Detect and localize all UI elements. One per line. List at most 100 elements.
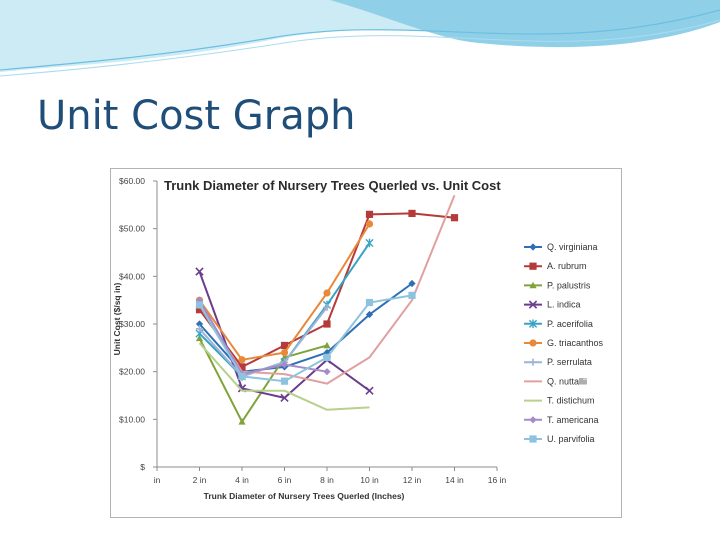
y-tick-label: $	[140, 462, 145, 472]
header-wave-line	[0, 9, 720, 71]
chart-series	[195, 194, 459, 425]
x-tick-label: 6 in	[278, 475, 292, 485]
x-tick-label: 8 in	[320, 475, 334, 485]
x-axis-title: Trunk Diameter of Nursery Trees Querled …	[204, 491, 405, 501]
data-point	[195, 325, 204, 333]
legend-item: P. serrulata	[524, 357, 592, 367]
data-point	[408, 279, 416, 288]
data-point	[323, 289, 331, 297]
legend-label: U. parvifolia	[547, 434, 595, 444]
y-tick-labels: $ $10.00 $20.00 $30.00 $40.00 $50.00 $60.00	[119, 176, 145, 472]
x-tick-label: 10 in	[360, 475, 379, 485]
y-tick-label: $60.00	[119, 176, 145, 186]
y-tick-label: $50.00	[119, 224, 145, 234]
legend-item: L. indica	[524, 300, 581, 310]
series-line	[198, 299, 328, 376]
slide-title: Unit Cost Graph	[37, 93, 356, 139]
series-t-distichum	[198, 342, 370, 411]
data-point	[529, 262, 537, 270]
data-point	[450, 214, 459, 222]
data-point	[323, 353, 331, 361]
legend-label: T. americana	[547, 415, 599, 425]
data-point	[323, 320, 331, 328]
data-point	[195, 267, 204, 276]
y-tick-label: $30.00	[119, 319, 145, 329]
y-tick-label: $10.00	[119, 414, 145, 424]
series-t-americana	[195, 296, 331, 378]
chart-container: $ $10.00 $20.00 $30.00 $40.00 $50.00 $60.00 in…	[110, 168, 622, 518]
y-axis-title: Unit Cost ($/sq in)	[112, 282, 122, 355]
legend-item: T. distichum	[524, 396, 595, 406]
data-point	[408, 209, 416, 218]
data-point	[238, 363, 246, 371]
data-point	[238, 372, 246, 381]
data-point	[280, 360, 289, 369]
data-point	[528, 300, 538, 309]
legend-item: Q. nuttallii	[524, 376, 587, 386]
legend-item: P. acerifolia	[524, 319, 593, 329]
data-point	[365, 310, 374, 319]
legend-label: A. rubrum	[547, 261, 587, 271]
data-point	[365, 210, 374, 218]
data-point	[323, 341, 331, 349]
data-point	[195, 306, 204, 314]
data-point	[323, 349, 331, 357]
x-tick-label: in	[154, 475, 161, 485]
series-u-parvifolia	[195, 291, 416, 385]
x-tick-label: 2 in	[193, 475, 207, 485]
header-wave-line-2	[0, 19, 720, 77]
data-point	[365, 238, 374, 248]
header-wave-accent	[330, 0, 720, 48]
x-tick-label: 14 in	[445, 475, 464, 485]
data-point	[280, 377, 289, 385]
data-point	[365, 298, 374, 307]
data-point	[529, 243, 537, 251]
series-line	[198, 342, 370, 411]
data-point	[195, 320, 204, 328]
x-tick-label: 12 in	[403, 475, 422, 485]
y-tick-label: $20.00	[119, 367, 145, 377]
x-tick-label: 4 in	[235, 475, 249, 485]
slide-header-decoration	[0, 0, 720, 77]
data-point	[529, 281, 537, 289]
data-point	[529, 358, 537, 366]
y-tick-label: $40.00	[119, 271, 145, 281]
x-tick-label: 16 in	[488, 475, 507, 485]
series-a-rubrum	[195, 209, 459, 371]
legend-label: P. palustris	[547, 280, 591, 290]
line-chart: $ $10.00 $20.00 $30.00 $40.00 $50.00 $60.00 in…	[112, 176, 604, 501]
legend-item: A. rubrum	[524, 261, 587, 271]
data-point	[408, 291, 416, 299]
data-point	[529, 339, 537, 347]
data-point	[323, 303, 331, 311]
data-point	[529, 435, 537, 443]
series-line	[198, 337, 328, 423]
series-line	[198, 294, 413, 383]
legend-label: L. indica	[547, 300, 581, 310]
legend-item: U. parvifolia	[524, 434, 595, 444]
chart-axes	[153, 180, 498, 471]
legend-label: Q. nuttallii	[547, 376, 587, 386]
chart-title: Trunk Diameter of Nursery Trees Querled …	[164, 178, 501, 193]
data-point	[365, 220, 374, 228]
x-tick-labels: in 2 in 4 in 6 in 8 in 10 in 12 in 14 in 16 in	[154, 475, 507, 485]
legend-label: T. distichum	[547, 396, 595, 406]
data-point	[280, 393, 289, 403]
legend-label: G. triacanthos	[547, 338, 604, 348]
data-point	[238, 356, 246, 364]
legend-item: Q. virginiana	[524, 242, 598, 252]
legend-item: P. palustris	[524, 280, 591, 290]
data-point	[195, 301, 204, 309]
legend-item: T. americana	[524, 415, 599, 425]
data-point	[365, 386, 374, 395]
chart-legend: Q. virginiana A. rubrum P. palustris L. ind…	[524, 242, 604, 444]
data-point	[195, 334, 204, 342]
series-line	[198, 306, 328, 378]
data-point	[238, 418, 246, 425]
series-g-triacanthos	[195, 220, 374, 364]
data-point	[529, 416, 537, 424]
legend-item: G. triacanthos	[524, 338, 604, 348]
legend-label: Q. virginiana	[547, 242, 598, 252]
data-point	[323, 368, 331, 376]
legend-label: P. acerifolia	[547, 319, 593, 329]
